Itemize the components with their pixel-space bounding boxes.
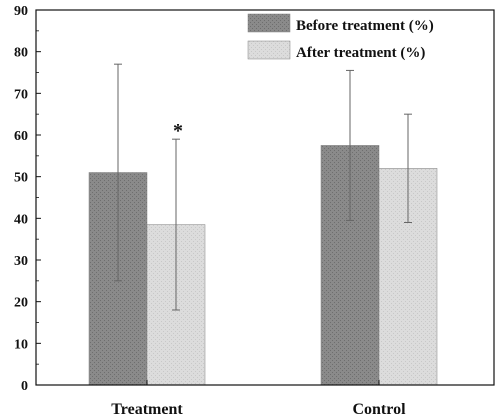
legend-label-after-treatment: After treatment (%) xyxy=(296,45,425,61)
category-label-treatment: Treatment xyxy=(111,401,183,416)
y-tick-label: 40 xyxy=(14,212,28,227)
category-label-control: Control xyxy=(352,401,406,416)
y-tick-label: 30 xyxy=(14,254,28,269)
significance-annotation: * xyxy=(173,120,183,142)
y-tick-label: 50 xyxy=(14,171,28,186)
y-tick-label: 60 xyxy=(14,129,28,144)
y-tick-label: 20 xyxy=(14,296,28,311)
legend-swatch-after-treatment xyxy=(247,40,291,60)
y-tick-label: 10 xyxy=(14,337,28,352)
y-tick-label: 70 xyxy=(14,87,28,102)
legend-swatch-before-treatment xyxy=(247,13,291,33)
plot-area: * xyxy=(88,63,438,386)
legend: Before treatment (%) After treatment (%) xyxy=(247,13,434,61)
axes: 0 10 20 30 40 50 60 70 80 90 Treatment Control xyxy=(14,4,495,416)
y-tick-label: 90 xyxy=(14,4,28,19)
y-tick-label: 0 xyxy=(21,379,28,394)
y-tick-label: 80 xyxy=(14,46,28,61)
legend-label-before-treatment: Before treatment (%) xyxy=(296,18,434,34)
